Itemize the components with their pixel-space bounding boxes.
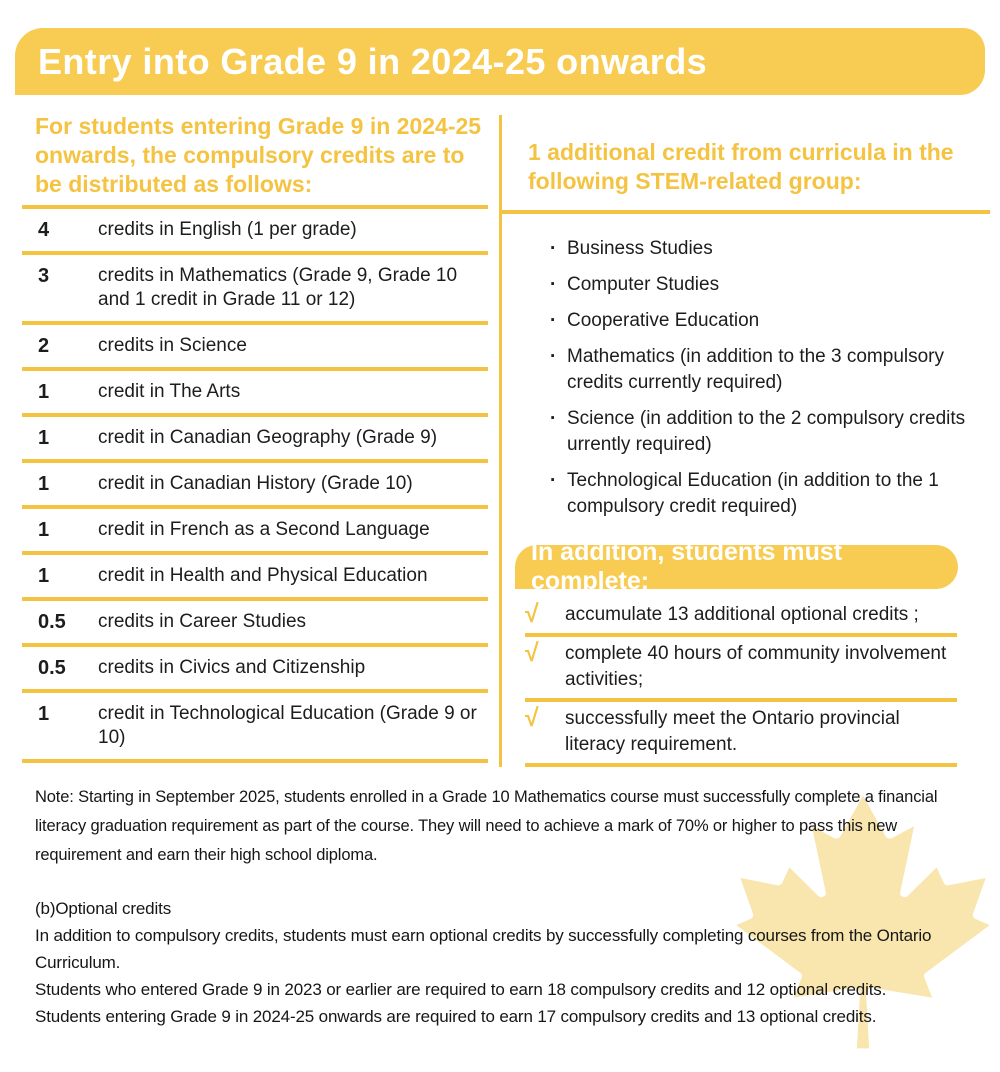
bullet-icon: · (550, 310, 557, 332)
column-divider (499, 115, 502, 767)
stem-option-label: Mathematics (in addition to the 3 compul… (567, 346, 945, 394)
title-banner: Entry into Grade 9 in 2024-25 onwards (15, 28, 985, 95)
stem-credit-section: 1 additional credit from curricula in th… (502, 138, 990, 768)
credit-amount: 0.5 (38, 657, 66, 679)
requirement-row: √ successfully meet the Ontario provinci… (525, 702, 957, 767)
credit-description: credits in Science (98, 335, 247, 356)
requirement-text: accumulate 13 additional optional credit… (565, 604, 919, 625)
credit-row: 0.5 credits in Civics and Citizenship (22, 647, 488, 693)
footer-notes: Note: Starting in September 2025, studen… (35, 783, 977, 1030)
additional-requirements-banner: In addition, students must complete: (515, 538, 958, 595)
bullet-icon: · (550, 408, 557, 430)
credit-description: credits in Mathematics (Grade 9, Grade 1… (98, 265, 458, 310)
stem-option-item: · Cooperative Education (550, 308, 990, 334)
credit-row: 1 credit in Canadian History (Grade 10) (22, 463, 488, 509)
credit-amount: 1 (38, 427, 50, 449)
credit-amount: 1 (38, 519, 50, 541)
credit-row: 1 credit in Health and Physical Educatio… (22, 555, 488, 601)
credit-row: 1 credit in Canadian Geography (Grade 9) (22, 417, 488, 463)
credit-row: 3 credits in Mathematics (Grade 9, Grade… (22, 255, 488, 325)
bullet-icon: · (550, 346, 557, 368)
page-title: Entry into Grade 9 in 2024-25 onwards (38, 40, 708, 82)
stem-option-item: · Mathematics (in addition to the 3 comp… (550, 344, 990, 396)
stem-option-label: Computer Studies (567, 274, 720, 296)
requirement-row: √ accumulate 13 additional optional cred… (525, 598, 957, 637)
additional-requirements-title: In addition, students must complete: (531, 538, 843, 595)
footer-paragraph: Students who entered Grade 9 in 2023 or … (35, 980, 887, 999)
stem-option-item: · Science (in addition to the 2 compulso… (550, 406, 990, 458)
credit-row: 1 credit in Technological Education (Gra… (22, 693, 488, 763)
credit-amount: 1 (38, 703, 50, 725)
credit-amount: 3 (38, 265, 50, 287)
credit-amount: 0.5 (38, 611, 66, 633)
credit-description: credit in Canadian Geography (Grade 9) (98, 427, 438, 448)
financial-literacy-note: Note: Starting in September 2025, studen… (35, 788, 938, 864)
stem-options-list: · Business Studies · Computer Studies · … (502, 236, 990, 520)
credit-amount: 4 (38, 219, 50, 241)
credit-row: 2 credits in Science (22, 325, 488, 371)
credit-amount: 1 (38, 381, 50, 403)
maple-leaf-icon (736, 795, 990, 1049)
credit-description: credit in The Arts (98, 381, 241, 402)
footer-paragraph: Students entering Grade 9 in 2024-25 onw… (35, 1007, 877, 1026)
checkmark-icon: √ (525, 704, 539, 732)
heading-rule (502, 210, 990, 215)
bullet-icon: · (550, 274, 557, 296)
credit-row: 0.5 credits in Career Studies (22, 601, 488, 647)
compulsory-credits-section: For students entering Grade 9 in 2024-25… (22, 112, 490, 763)
requirement-text: successfully meet the Ontario provincial… (565, 708, 900, 755)
checkmark-icon: √ (525, 600, 539, 628)
credit-description: credit in Health and Physical Education (98, 565, 428, 586)
footer-paragraph: In addition to compulsory credits, stude… (35, 926, 932, 972)
checkmark-icon: √ (525, 639, 539, 667)
credit-description: credit in French as a Second Language (98, 519, 430, 540)
credit-row: 1 credit in French as a Second Language (22, 509, 488, 555)
credit-row: 4 credits in English (1 per grade) (22, 209, 488, 255)
requirement-text: complete 40 hours of community involveme… (565, 643, 947, 690)
bullet-icon: · (550, 238, 557, 260)
credit-amount: 1 (38, 565, 50, 587)
stem-option-item: · Computer Studies (550, 272, 990, 298)
bullet-icon: · (550, 470, 557, 492)
stem-option-label: Technological Education (in addition to … (567, 470, 939, 518)
credit-description: credits in Civics and Citizenship (98, 657, 366, 678)
stem-option-label: Science (in addition to the 2 compulsory… (567, 408, 966, 456)
credit-amount: 2 (38, 335, 50, 357)
requirements-checklist: √ accumulate 13 additional optional cred… (525, 598, 957, 767)
stem-option-label: Business Studies (567, 238, 713, 260)
stem-option-label: Cooperative Education (567, 310, 760, 332)
compulsory-credits-heading: For students entering Grade 9 in 2024-25… (35, 113, 482, 198)
compulsory-credits-table: 4 credits in English (1 per grade) 3 cre… (22, 205, 488, 763)
stem-credit-heading: 1 additional credit from curricula in th… (528, 139, 954, 195)
credit-description: credit in Technological Education (Grade… (98, 703, 477, 748)
credit-description: credits in English (1 per grade) (98, 219, 357, 240)
credit-description: credit in Canadian History (Grade 10) (98, 473, 413, 494)
optional-credits-paragraphs: In addition to compulsory credits, stude… (35, 922, 977, 1030)
credit-row: 1 credit in The Arts (22, 371, 488, 417)
stem-option-item: · Technological Education (in addition t… (550, 468, 990, 520)
stem-option-item: · Business Studies (550, 236, 990, 262)
credit-description: credits in Career Studies (98, 611, 307, 632)
credit-amount: 1 (38, 473, 50, 495)
optional-credits-heading: (b)Optional credits (35, 899, 172, 918)
requirement-row: √ complete 40 hours of community involve… (525, 637, 957, 702)
